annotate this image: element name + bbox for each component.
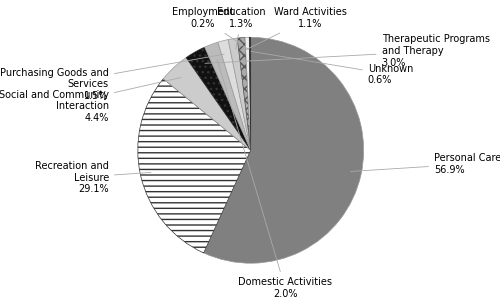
- Text: Unknown
0.6%: Unknown 0.6%: [251, 51, 413, 85]
- Text: Ward Activities
1.1%: Ward Activities 1.1%: [246, 7, 346, 50]
- Wedge shape: [138, 79, 250, 253]
- Text: Social and Community
Interaction
4.4%: Social and Community Interaction 4.4%: [0, 77, 181, 123]
- Wedge shape: [204, 37, 364, 263]
- Wedge shape: [164, 58, 250, 150]
- Text: Domestic Activities
2.0%: Domestic Activities 2.0%: [218, 59, 332, 299]
- Text: Recreation and
Leisure
29.1%: Recreation and Leisure 29.1%: [35, 161, 151, 194]
- Text: Personal Care
56.9%: Personal Care 56.9%: [350, 153, 500, 175]
- Text: Education
1.3%: Education 1.3%: [217, 7, 266, 49]
- Text: Therapeutic Programs
and Therapy
3.0%: Therapeutic Programs and Therapy 3.0%: [205, 34, 490, 68]
- Wedge shape: [218, 40, 250, 150]
- Wedge shape: [238, 38, 250, 150]
- Text: Purchasing Goods and
Services
1.5%: Purchasing Goods and Services 1.5%: [0, 54, 224, 101]
- Wedge shape: [228, 38, 250, 150]
- Wedge shape: [186, 47, 250, 150]
- Wedge shape: [204, 42, 250, 150]
- Wedge shape: [245, 37, 250, 150]
- Text: Employment
0.2%: Employment 0.2%: [172, 7, 248, 49]
